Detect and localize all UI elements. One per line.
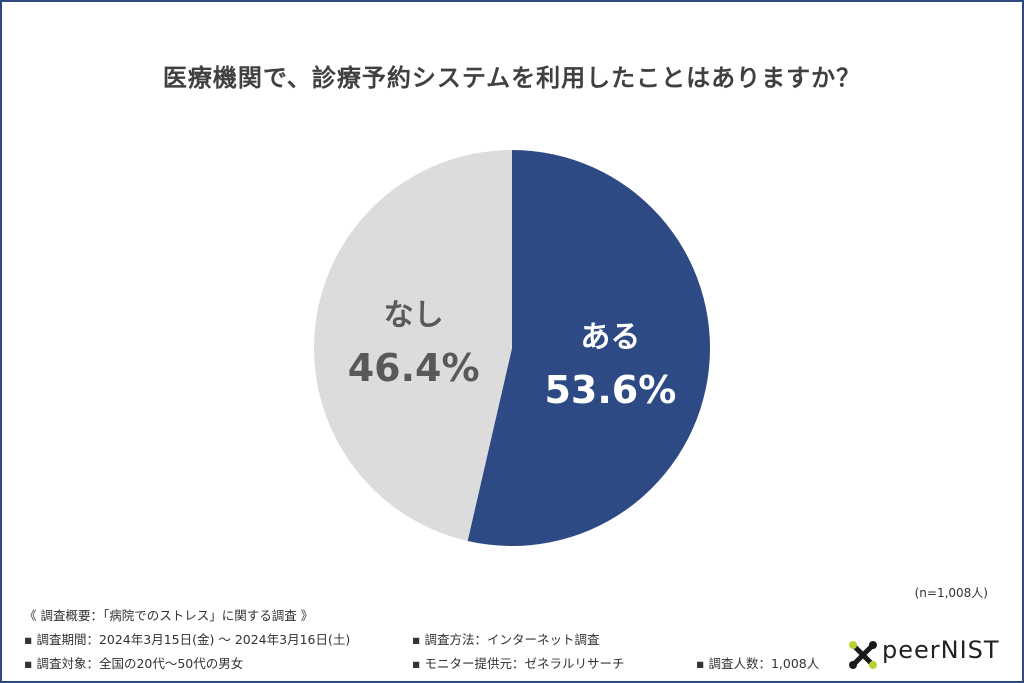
survey-count: ▪ 調査人数：1,008人 xyxy=(696,656,820,671)
x-mark-icon xyxy=(849,641,877,669)
survey-period: ▪ 調査期間：2024年3月15日(金) 〜 2024年3月16日(土) xyxy=(24,632,351,647)
survey-target: ▪ 調査対象：全国の20代〜50代の男女 xyxy=(24,656,244,671)
chart-title: 医療機関で、診療予約システムを利用したことはありますか？ xyxy=(162,64,862,92)
pie-slice-nashi xyxy=(313,150,512,541)
survey-method: ▪ 調査方法：インターネット調査 xyxy=(412,632,600,647)
slice-name-label: ある xyxy=(580,320,640,355)
slice-value-label: 53.6% xyxy=(544,368,676,412)
survey-heading: 《 調査概要：「病院でのストレス」に関する調査 》 xyxy=(24,608,314,623)
slice-value-label: 46.4% xyxy=(348,346,480,390)
slice-name-label: なし xyxy=(384,298,444,333)
sample-size: (n=1,008人) xyxy=(914,586,988,600)
peernist-logo: peerNIST xyxy=(848,634,1008,674)
pie-slice-aru xyxy=(467,150,710,546)
logo-text: peerNIST xyxy=(882,636,1000,664)
pie-chart: ある 53.6% なし 46.4% xyxy=(313,150,710,546)
survey-provider: ▪ モニター提供元：ゼネラルリサーチ xyxy=(412,656,625,671)
